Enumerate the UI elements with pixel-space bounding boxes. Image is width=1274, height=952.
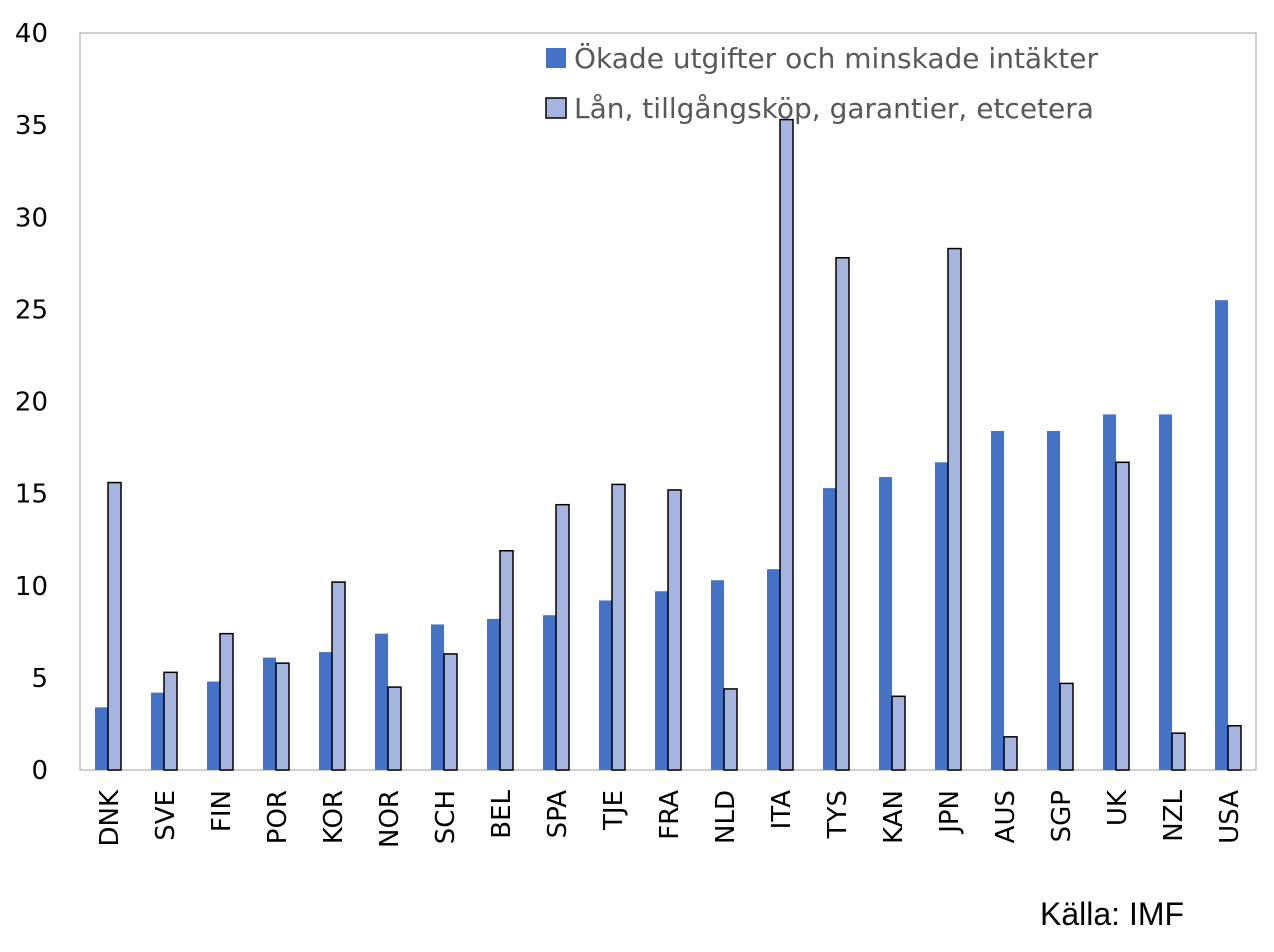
x-tick-label-nzl: NZL [1159,789,1189,841]
legend-swatch-series-2 [545,97,567,119]
y-axis-ticks: 0 5 10 15 20 25 30 35 40 [15,19,48,786]
bars-layer [95,118,1242,771]
bar-kan-series-2 [891,695,906,771]
bar-spa-series-1 [543,615,556,770]
bar-kor-series-2 [331,581,346,771]
bar-tys-series-1 [823,488,836,770]
y-tick-label-30: 30 [15,203,48,233]
bar-sve-series-1 [151,692,164,770]
bar-tje-series-1 [599,600,612,770]
bar-nor-series-1 [375,633,388,770]
x-axis-ticks: DNK SVE FIN POR KOR NOR SCH BEL SPA TJE FRA NLD ITA T… [95,789,1245,848]
x-tick-label-sgp: SGP [1047,790,1077,842]
y-tick-label-5: 5 [31,664,48,694]
bar-kor-series-1 [319,652,332,770]
x-tick-label-sch: SCH [431,790,461,844]
bar-sch-series-1 [431,624,444,770]
bar-tje-series-2 [611,483,626,771]
bar-sch-series-2 [443,653,458,771]
bar-aus-series-1 [991,430,1004,770]
x-tick-label-ita: ITA [767,790,797,830]
bar-fin-series-2 [219,632,234,771]
y-tick-label-20: 20 [15,388,48,418]
bar-bel-series-2 [499,549,514,771]
legend-label-series-2: Lån, tillgångsköp, garantier, etcetera [574,92,1094,125]
x-tick-label-sve: SVE [151,790,181,841]
x-tick-label-aus: AUS [991,790,1021,843]
x-tick-label-usa: USA [1215,790,1245,844]
bar-por-series-1 [263,657,276,770]
x-tick-label-por: POR [263,790,293,844]
bar-bel-series-1 [487,618,500,770]
bar-sgp-series-1 [1047,430,1060,770]
bar-jpn-series-2 [947,247,962,771]
bar-nld-series-1 [711,580,724,770]
x-tick-label-nor: NOR [375,790,405,848]
bar-dnk-series-1 [95,707,108,770]
legend: Ökade utgifter och minskade intäkter Lån… [545,41,1099,125]
y-tick-label-10: 10 [15,572,48,602]
x-tick-label-jpn: JPN [935,790,965,835]
legend-label-series-1: Ökade utgifter och minskade intäkter [574,41,1099,75]
y-tick-label-35: 35 [15,111,48,141]
x-tick-label-bel: BEL [487,789,517,838]
bar-tys-series-2 [835,257,850,771]
bar-sve-series-2 [163,671,178,771]
y-tick-label-25: 25 [15,295,48,325]
bar-fin-series-1 [207,681,220,770]
x-tick-label-kor: KOR [319,790,349,844]
x-tick-label-uk: UK [1103,789,1133,826]
bar-ita-series-2 [779,118,794,771]
bar-kan-series-1 [879,477,892,770]
bar-usa-series-2 [1227,725,1242,771]
x-tick-label-nld: NLD [711,790,741,844]
bar-jpn-series-1 [935,462,948,770]
bar-fra-series-1 [655,591,668,770]
x-tick-label-fra: FRA [655,790,685,840]
bar-nzl-series-2 [1171,732,1186,771]
bar-nzl-series-1 [1159,414,1172,770]
x-tick-label-fin: FIN [207,790,237,832]
bar-aus-series-2 [1003,736,1018,771]
y-tick-label-0: 0 [31,756,48,786]
bar-nor-series-2 [387,686,402,771]
legend-swatch-series-1 [546,48,566,68]
source-note: Källa: IMF [1040,896,1185,932]
bar-por-series-2 [275,662,290,771]
bar-dnk-series-2 [107,481,122,771]
x-tick-label-spa: SPA [543,790,573,839]
y-tick-label-15: 15 [15,480,48,510]
bar-ita-series-1 [767,569,780,770]
bar-spa-series-2 [555,503,570,771]
bar-uk-series-2 [1115,461,1130,771]
bar-nld-series-2 [723,688,738,771]
bar-uk-series-1 [1103,414,1116,770]
bar-fra-series-2 [667,489,682,771]
x-tick-label-dnk: DNK [95,789,125,846]
bar-sgp-series-2 [1059,682,1074,771]
x-tick-label-tys: TYS [823,790,853,839]
bar-usa-series-1 [1215,300,1228,770]
x-tick-label-tje: TJE [599,790,629,831]
x-tick-label-kan: KAN [879,790,909,844]
y-tick-label-40: 40 [15,19,48,49]
